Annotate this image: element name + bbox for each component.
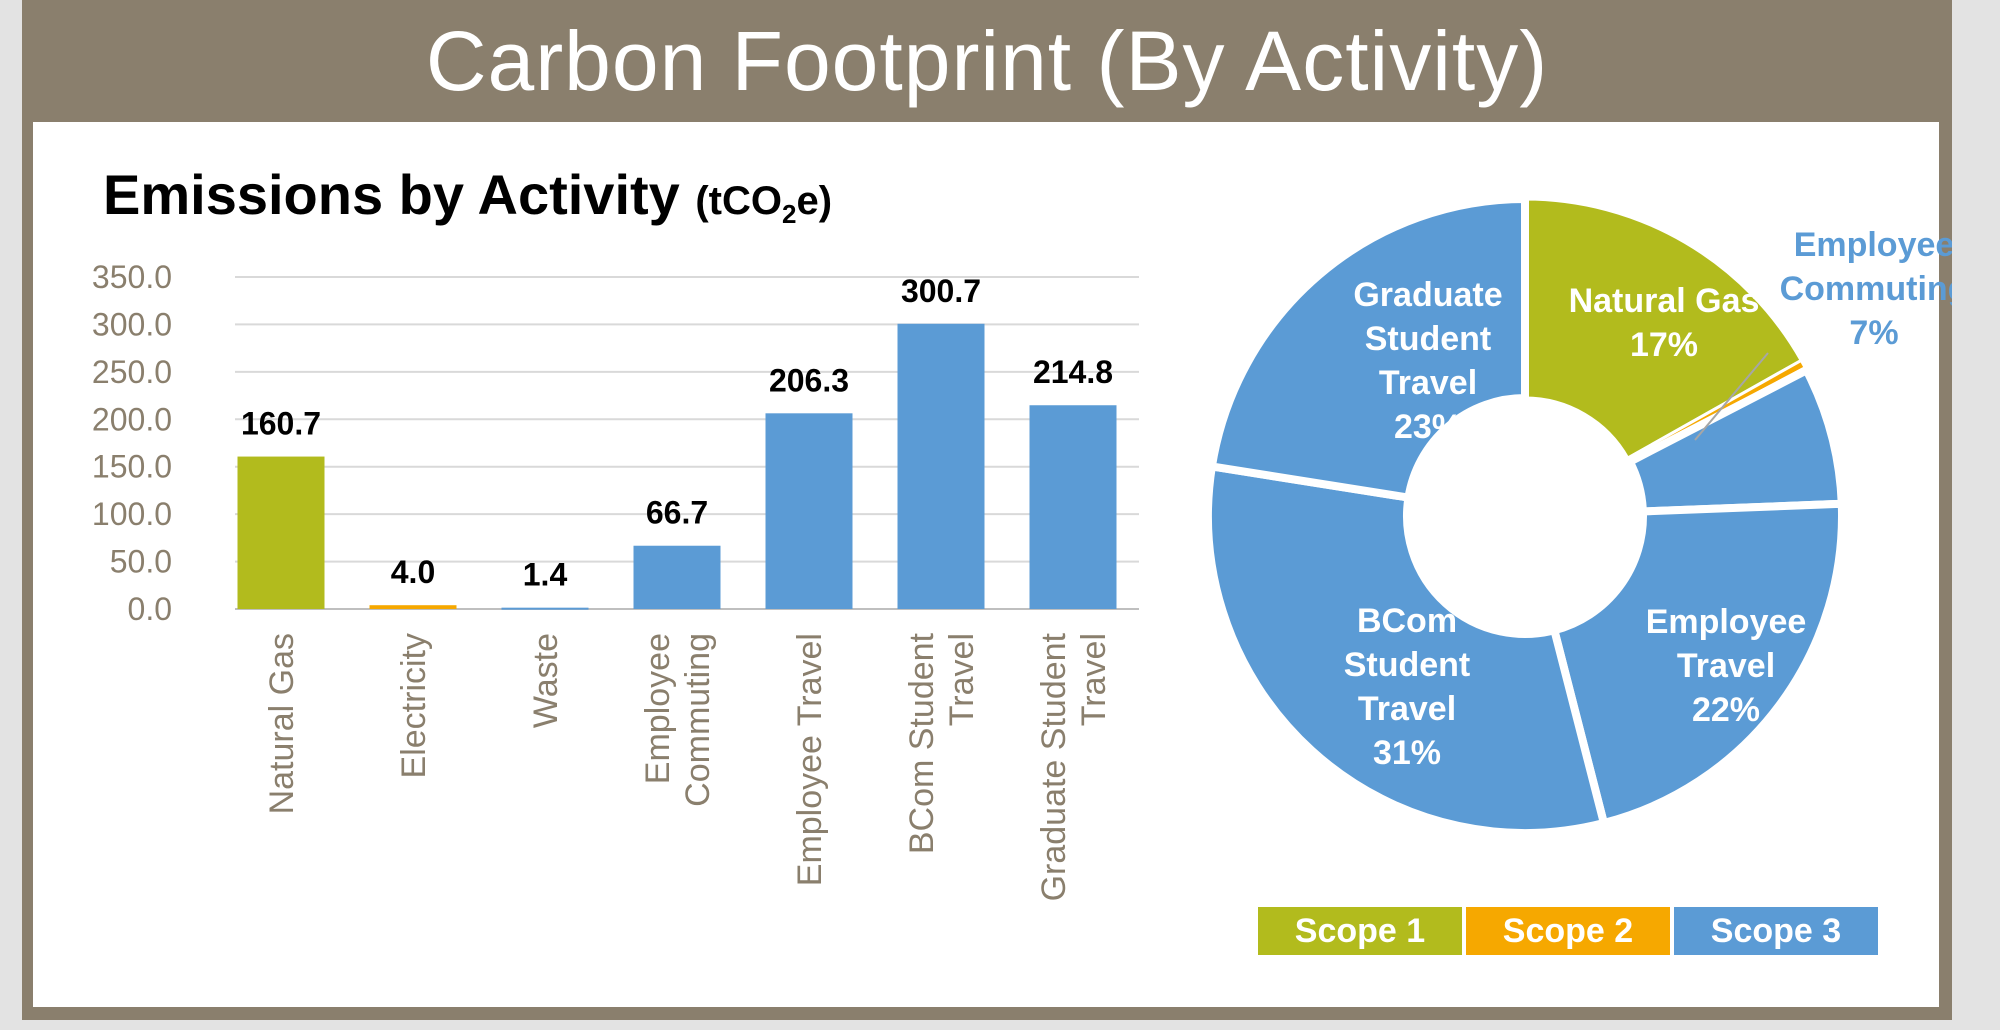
pie-label-line: Travel [1677,647,1775,685]
bar [237,456,325,609]
slide-title: Carbon Footprint (By Activity) [425,13,1549,108]
data-label: 300.7 [901,273,981,309]
pie-label: BCom Student Travel 31% [1344,602,1471,772]
y-tick-label: 0.0 [128,591,172,627]
pie-label-line: 17% [1630,326,1698,364]
pie-label-line: Graduate [1353,276,1502,314]
y-tick-label: 150.0 [92,449,172,485]
pie-label-line: Travel [1379,364,1477,402]
data-label: 1.4 [523,557,568,593]
x-tick-label-line: BCom Student [903,632,941,854]
legend-item: Scope 3 [1674,907,1878,955]
bar-chart-title-text: Emissions by Activity [103,163,680,226]
data-label: 160.7 [241,406,321,442]
pie-slice [1550,499,1846,828]
bar-chart-unit: (tCO2e) [695,179,833,229]
x-tick-label-line: Travel [1075,633,1113,726]
bar [369,605,457,609]
pie-label-line: 7% [1849,314,1898,352]
x-tick-label-line: Employee [639,633,677,784]
x-tick-label-line: Travel [943,633,981,726]
x-tick-label: Graduate StudentTravel [1035,632,1113,901]
y-tick-label: 350.0 [92,259,172,295]
pie-label-line: 23% [1394,408,1462,446]
bar [897,323,985,609]
data-label: 206.3 [769,362,849,398]
x-tick-label: Waste [527,633,565,728]
scope-legend: Scope 1 Scope 2 Scope 3 [1258,907,1882,955]
x-tick-label: EmployeeCommuting [639,633,717,807]
data-label: 4.0 [391,554,435,590]
pie-label: Employee Travel 22% [1646,603,1807,729]
unit-subscript: 2 [782,199,797,229]
slide-frame: Carbon Footprint (By Activity) Emissions… [22,0,1952,1020]
pie-slice [1523,197,1803,460]
data-label: 66.7 [646,495,708,531]
bar [765,413,853,609]
x-tick-label: Natural Gas [263,633,301,814]
y-tick-label: 200.0 [92,401,172,437]
x-tick-label-line: Commuting [679,633,717,807]
x-tick-label-line: Employee Travel [791,633,829,886]
x-tick-label: Employee Travel [791,633,829,886]
legend-item: Scope 2 [1466,907,1670,955]
data-label: 214.8 [1033,354,1113,390]
y-tick-label: 300.0 [92,306,172,342]
x-tick-label-line: Electricity [395,633,433,778]
x-tick-label-line: Graduate Student [1035,632,1073,901]
pie-label-line: BCom [1357,602,1457,640]
pie-label-line: Employee [1646,603,1807,641]
unit-suffix: e) [796,179,833,223]
pie-label: Graduate Student Travel 23% [1353,276,1502,446]
pie-label-line: Student [1344,646,1471,684]
leader-line [1694,352,1769,441]
x-tick-label: Electricity [395,633,433,778]
pie-label-line: Travel [1358,690,1456,728]
x-tick-label: BCom StudentTravel [903,632,981,854]
y-tick-label: 50.0 [110,544,172,580]
legend-item: Scope 1 [1258,907,1462,955]
pie-label-line: 31% [1373,734,1441,772]
pie-slice [1204,462,1608,837]
bar-chart-title: Emissions by Activity (tCO2e) [103,162,832,230]
pie-label: Employee Commuting 7% [1780,226,1952,352]
bar [501,607,589,610]
unit-prefix: (tCO [695,179,782,223]
bar [633,545,721,609]
pie-label-line: Natural Gas [1569,282,1760,320]
charts-svg: 0.0 50.0 100.0 150.0 200.0 250.0 300.0 350.0 160… [92,195,1952,901]
y-tick-label: 100.0 [92,496,172,532]
x-tick-label-line: Waste [527,633,565,728]
pie-label-line: 22% [1692,691,1760,729]
y-tick-label: 250.0 [92,354,172,390]
pie-label-line: Student [1365,320,1492,358]
pie-slice [1207,195,1529,502]
pie-label: Natural Gas 17% [1569,282,1760,364]
x-tick-label-line: Natural Gas [263,633,301,814]
bar [1029,405,1117,609]
pie-label-line: Commuting [1780,270,1952,308]
pie-label-line: Employee [1794,226,1952,264]
